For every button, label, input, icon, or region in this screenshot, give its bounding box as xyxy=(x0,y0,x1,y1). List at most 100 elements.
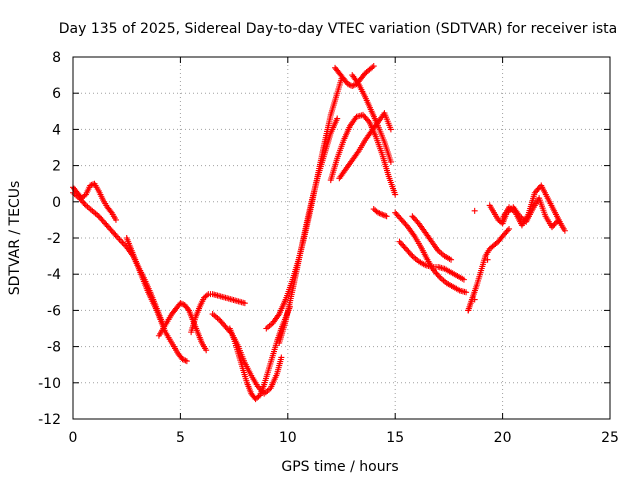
data-point xyxy=(219,320,226,327)
data-point xyxy=(402,245,409,252)
data-point xyxy=(334,115,341,122)
data-point xyxy=(81,200,88,207)
x-tick-label: 0 xyxy=(69,430,78,446)
data-point xyxy=(182,357,189,364)
data-point xyxy=(111,230,118,237)
data-point xyxy=(436,273,443,280)
data-point xyxy=(465,307,472,314)
data-point xyxy=(499,233,506,240)
data-point xyxy=(399,241,406,248)
series-track-i xyxy=(276,115,341,346)
series-track-q xyxy=(409,213,455,263)
data-point xyxy=(87,182,94,189)
data-point xyxy=(377,210,384,217)
data-point xyxy=(375,209,382,216)
y-tick-label: 4 xyxy=(52,122,61,138)
data-point xyxy=(533,188,540,195)
data-point xyxy=(392,191,399,198)
series-track-n xyxy=(370,206,390,220)
data-point xyxy=(397,215,404,222)
data-point xyxy=(535,185,542,192)
plot-frame xyxy=(72,56,611,420)
data-point xyxy=(222,323,229,330)
data-point xyxy=(471,207,478,214)
x-tick-label: 5 xyxy=(176,430,185,446)
data-point xyxy=(380,212,387,219)
y-tick-label: -10 xyxy=(38,376,61,392)
x-tick-labels: 0 5 10 15 20 25 xyxy=(69,430,619,446)
data-point xyxy=(382,212,389,219)
data-point xyxy=(98,216,105,223)
y-tick-label: 8 xyxy=(52,50,61,66)
data-point xyxy=(369,64,376,71)
data-point xyxy=(255,393,262,400)
data-point xyxy=(504,227,511,234)
data-point xyxy=(401,244,408,251)
data-point xyxy=(359,111,366,118)
x-tick-label: 20 xyxy=(494,430,512,446)
data-point xyxy=(557,220,564,227)
data-point xyxy=(370,63,377,70)
y-tick-label: -4 xyxy=(47,267,61,283)
data-point xyxy=(119,239,126,246)
data-point xyxy=(500,231,507,238)
data-point xyxy=(383,213,390,220)
y-tick-label: -2 xyxy=(47,231,61,247)
data-point xyxy=(97,214,104,221)
data-point xyxy=(179,356,186,363)
data-point xyxy=(502,230,509,237)
data-point xyxy=(278,354,285,361)
data-point xyxy=(399,218,406,225)
data-point xyxy=(346,81,353,88)
gridlines xyxy=(73,57,610,419)
data-point xyxy=(401,219,408,226)
data-point xyxy=(434,271,441,278)
data-point xyxy=(484,256,491,263)
data-point xyxy=(448,256,455,263)
data-point xyxy=(379,211,386,218)
data-point xyxy=(107,226,114,233)
series-track-j xyxy=(327,111,399,198)
data-point xyxy=(254,383,261,390)
series-track-t xyxy=(499,182,564,229)
data-point xyxy=(433,270,440,277)
y-tick-label: -12 xyxy=(38,412,61,428)
data-point xyxy=(506,225,513,232)
data-point xyxy=(531,189,538,196)
data-point xyxy=(95,213,102,220)
data-point xyxy=(80,199,87,206)
data-point xyxy=(361,113,368,120)
y-tick-label: 6 xyxy=(52,86,61,102)
data-point xyxy=(363,116,370,123)
data-point xyxy=(396,214,403,221)
data-point xyxy=(410,214,417,221)
series-isolated-points xyxy=(465,207,491,314)
data-point xyxy=(404,247,411,254)
data-point xyxy=(81,192,88,199)
series-track-o xyxy=(392,209,470,296)
data-point xyxy=(413,217,420,224)
data-point xyxy=(362,114,369,121)
y-tick-label: -8 xyxy=(47,340,61,356)
data-point xyxy=(552,219,559,226)
data-point xyxy=(396,238,403,245)
data-point xyxy=(387,158,394,165)
series-track-a xyxy=(70,189,167,328)
data-points xyxy=(70,63,568,403)
data-point xyxy=(217,317,224,324)
x-tick-label: 25 xyxy=(601,430,619,446)
data-point xyxy=(400,242,407,249)
data-point xyxy=(88,181,95,188)
y-tick-label: -6 xyxy=(47,303,61,319)
series-track-r xyxy=(465,225,513,314)
data-point xyxy=(344,81,351,88)
data-point xyxy=(405,248,412,255)
series-track-p xyxy=(396,238,467,283)
data-point xyxy=(471,296,478,303)
data-point xyxy=(393,211,400,218)
data-point xyxy=(408,251,415,258)
data-point xyxy=(460,276,467,283)
y-tick-label: 2 xyxy=(52,159,61,175)
data-point xyxy=(104,223,111,230)
data-point xyxy=(392,209,399,216)
